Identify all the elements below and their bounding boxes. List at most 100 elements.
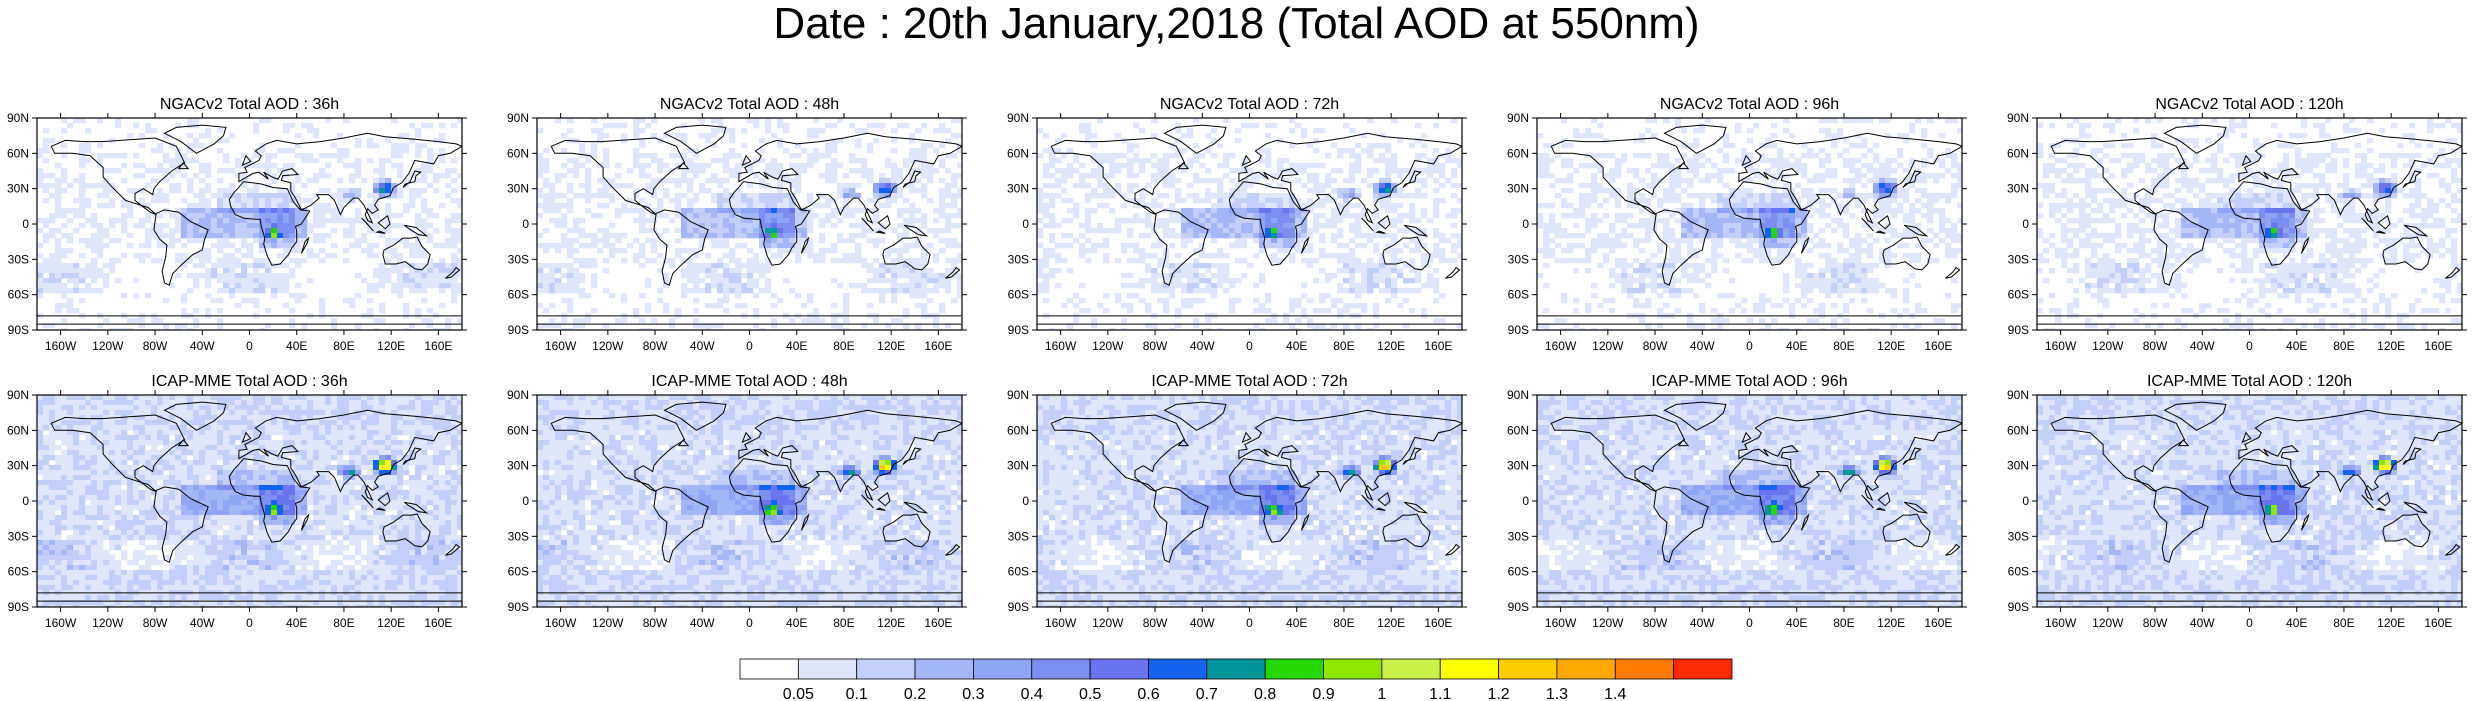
colorbar-label: 0.9 [1312, 686, 1334, 701]
colorbar-swatch [1498, 658, 1558, 680]
map-panel: ICAP-MME Total AOD : 96h 90N 60N 30N 0 30S 60S… [1507, 373, 1967, 630]
lat-tick-label: 90S [508, 600, 529, 614]
lat-tick-label: 90S [508, 323, 529, 337]
lat-tick-label: 30S [8, 529, 29, 543]
lat-tick-label: 30N [1507, 459, 1529, 473]
lat-tick-label: 0 [1522, 217, 1529, 231]
lon-tick-label: 120W [592, 339, 624, 353]
colorbar-swatch [739, 658, 799, 680]
lat-tick-label: 60N [2007, 146, 2029, 160]
lon-tick-label: 0 [1746, 339, 1753, 353]
lon-tick-label: 40E [286, 616, 307, 630]
lat-tick-label: 90N [2007, 111, 2029, 125]
colorbar-swatch [1206, 658, 1266, 680]
lat-tick-label: 0 [2022, 494, 2029, 508]
lon-tick-label: 120E [2377, 339, 2405, 353]
lon-tick-label: 80W [1143, 339, 1168, 353]
lat-tick-label: 30S [2008, 529, 2029, 543]
lat-tick-label: 60S [508, 565, 529, 579]
lat-tick-label: 30S [508, 529, 529, 543]
lon-tick-label: 160E [424, 616, 452, 630]
lat-tick-label: 60N [7, 146, 29, 160]
lat-tick-label: 30S [8, 252, 29, 266]
lat-tick-label: 60N [1007, 146, 1029, 160]
lat-tick-label: 90N [507, 388, 529, 402]
lon-tick-label: 80E [2333, 616, 2354, 630]
panel-title: ICAP-MME Total AOD : 36h [151, 373, 347, 390]
lon-tick-label: 120E [1377, 616, 1405, 630]
lon-tick-label: 160E [1924, 339, 1952, 353]
lon-tick-label: 160E [1424, 616, 1452, 630]
lon-tick-label: 40E [1286, 616, 1307, 630]
colorbar-swatch [1439, 658, 1499, 680]
lon-tick-label: 160E [924, 616, 952, 630]
map-panel: ICAP-MME Total AOD : 48h 90N 60N 30N 0 30S 60S… [507, 373, 967, 630]
colorbar-swatch [1614, 658, 1675, 680]
lon-tick-label: 120W [2092, 339, 2124, 353]
colorbar-swatch [1089, 658, 1149, 680]
colorbar-swatch [797, 658, 858, 680]
lon-tick-label: 0 [746, 616, 753, 630]
lon-tick-label: 160W [45, 616, 77, 630]
colorbar-label: 1.1 [1429, 686, 1451, 701]
lon-tick-label: 0 [246, 339, 253, 353]
lat-tick-label: 90S [1508, 323, 1529, 337]
colorbar-label: 0.3 [962, 686, 984, 701]
colorbar-swatch [914, 658, 974, 680]
lat-tick-label: 60S [508, 288, 529, 302]
lat-tick-label: 90N [1007, 388, 1029, 402]
lon-tick-label: 40W [190, 616, 215, 630]
lon-tick-label: 160E [924, 339, 952, 353]
lat-tick-label: 60S [8, 565, 29, 579]
figure-title: Date : 20th January,2018 (Total AOD at 5… [0, 0, 2473, 48]
lon-tick-label: 40W [690, 339, 715, 353]
panel-title: ICAP-MME Total AOD : 120h [2147, 373, 2352, 390]
map-panel: ICAP-MME Total AOD : 72h 90N 60N 30N 0 30S 60S… [1007, 373, 1467, 630]
lon-tick-label: 80W [643, 339, 668, 353]
lon-tick-label: 80E [1333, 339, 1354, 353]
lat-tick-label: 0 [1022, 494, 1029, 508]
lon-tick-label: 80W [143, 616, 168, 630]
lon-tick-label: 80E [2333, 339, 2354, 353]
map-panel: NGACv2 Total AOD : 36h 90N 60N 30N 0 30S 60S 90… [7, 96, 467, 353]
colorbar-label: 0.1 [846, 686, 868, 701]
colorbar-swatch [856, 658, 916, 680]
lon-tick-label: 0 [2246, 616, 2253, 630]
lat-tick-label: 60S [2008, 565, 2029, 579]
lon-tick-label: 120E [2377, 616, 2405, 630]
lon-tick-label: 160W [1545, 339, 1577, 353]
lat-tick-label: 90N [1507, 111, 1529, 125]
lat-tick-label: 0 [522, 494, 529, 508]
colorbar-label: 1 [1377, 686, 1386, 701]
lon-tick-label: 160E [424, 339, 452, 353]
lat-tick-label: 30N [2007, 182, 2029, 196]
lon-tick-label: 40E [1786, 616, 1807, 630]
colorbar: 0.05 0.1 0.2 0.3 0.4 0.5 0.6 0.7 0.8 0.9 1 1.1 1.2 1.… [739, 658, 1733, 701]
lon-tick-label: 160E [1424, 339, 1452, 353]
map-panel: NGACv2 Total AOD : 120h 90N 60N 30N 0 30S 60S 9… [2007, 96, 2467, 353]
lon-tick-label: 80W [2143, 616, 2168, 630]
lon-tick-label: 120W [1092, 616, 1124, 630]
colorbar-label: 0.7 [1196, 686, 1218, 701]
map-panel: NGACv2 Total AOD : 48h 90N 60N 30N 0 30S 60S 90… [507, 96, 967, 353]
lon-tick-label: 0 [1246, 616, 1253, 630]
lat-tick-label: 0 [22, 494, 29, 508]
lat-tick-label: 60N [1007, 423, 1029, 437]
lat-tick-label: 30S [1008, 529, 1029, 543]
lat-tick-label: 30N [1007, 459, 1029, 473]
lat-tick-label: 90N [1507, 388, 1529, 402]
lon-tick-label: 40W [1690, 616, 1715, 630]
lon-tick-label: 120W [592, 616, 624, 630]
lon-tick-label: 80E [833, 339, 854, 353]
panel-title: NGACv2 Total AOD : 120h [2155, 96, 2343, 113]
panel-title: NGACv2 Total AOD : 48h [660, 96, 839, 113]
lon-tick-label: 120E [1877, 339, 1905, 353]
lat-tick-label: 60N [2007, 423, 2029, 437]
lon-tick-label: 0 [246, 616, 253, 630]
colorbar-swatch [1556, 658, 1616, 680]
lat-tick-label: 30S [1508, 529, 1529, 543]
colorbar-swatch [1323, 658, 1383, 680]
lon-tick-label: 40E [1286, 339, 1307, 353]
lat-tick-label: 0 [522, 217, 529, 231]
lat-tick-label: 30N [7, 459, 29, 473]
